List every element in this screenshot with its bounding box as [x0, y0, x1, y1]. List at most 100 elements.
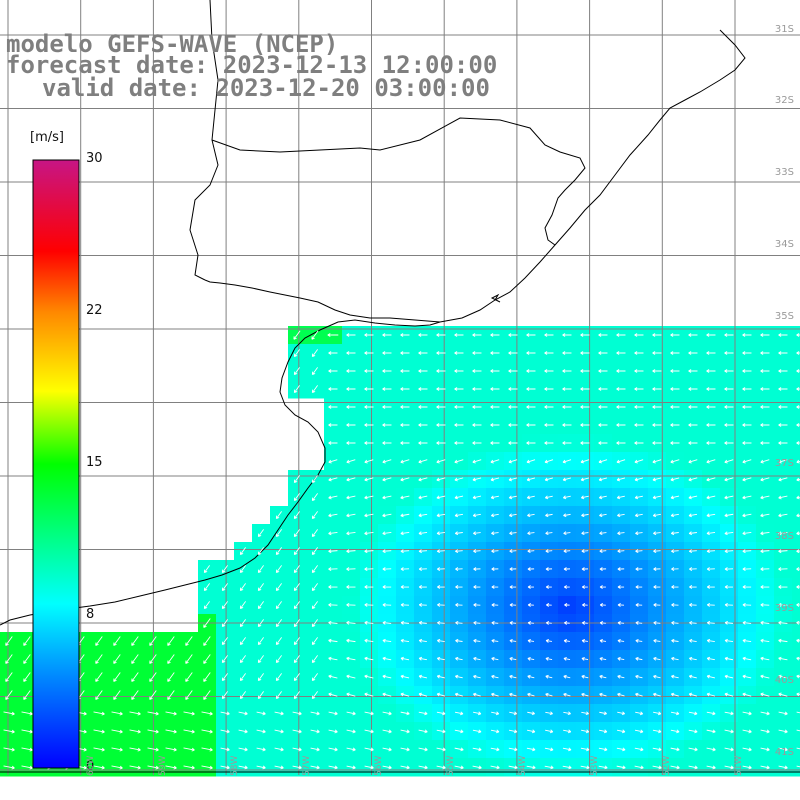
wind-vector-arrow	[652, 387, 662, 391]
wind-vector-arrow	[688, 674, 697, 679]
wind-vector-arrow	[580, 387, 590, 391]
wind-speed-cell	[792, 506, 800, 525]
coastline	[0, 0, 746, 626]
wind-vector-arrow	[418, 711, 428, 716]
wind-vector-arrow	[616, 369, 626, 373]
wind-vector-arrow	[491, 692, 499, 697]
wind-vector-arrow	[760, 638, 770, 643]
wind-vector-arrow	[113, 636, 121, 646]
wind-vector-arrow	[490, 351, 500, 355]
wind-vector-arrow	[652, 495, 662, 500]
wind-vector-arrow	[311, 655, 318, 664]
wind-vector-arrow	[256, 711, 266, 716]
wind-vector-arrow	[364, 692, 374, 697]
wind-vector-arrow	[220, 729, 230, 734]
wind-vector-arrow	[455, 620, 463, 625]
wind-vector-arrow	[526, 459, 536, 464]
wind-vector-arrow	[201, 765, 213, 770]
wind-vector-arrow	[509, 692, 517, 697]
wind-vector-arrow	[670, 531, 679, 536]
title-forecast-date: forecast date: 2023-12-13 12:00:00	[6, 51, 498, 79]
wind-vector-arrow	[274, 729, 284, 734]
wind-vector-arrow	[562, 387, 572, 391]
wind-vector-arrow	[526, 495, 535, 500]
wind-vector-arrow	[328, 423, 338, 427]
wind-vector-arrow	[581, 585, 588, 589]
wind-vector-arrow	[670, 729, 680, 734]
wind-vector-arrow	[653, 674, 661, 679]
wind-vector-arrow	[364, 549, 374, 554]
wind-vector-arrow	[436, 656, 445, 661]
colorbar-tick-label: 22	[86, 303, 103, 318]
wind-vector-arrow	[455, 638, 463, 643]
wind-vector-arrow	[328, 674, 338, 679]
wind-vector-arrow	[472, 477, 482, 482]
wind-vector-arrow	[599, 531, 607, 536]
wind-vector-arrow	[545, 692, 553, 697]
wind-vector-arrow	[652, 351, 662, 355]
wind-vector-arrow	[742, 602, 752, 607]
wind-vector-arrow	[220, 747, 230, 752]
wind-vector-arrow	[418, 692, 428, 697]
wind-vector-arrow	[635, 674, 643, 679]
title-valid-date: valid date: 2023-12-20 03:00:00	[42, 74, 490, 102]
wind-vector-arrow	[382, 549, 392, 554]
wind-vector-arrow	[454, 477, 464, 482]
wind-vector-arrow	[165, 711, 177, 716]
wind-vector-arrow	[670, 477, 680, 482]
wind-vector-arrow	[275, 637, 282, 646]
wind-vector-arrow	[418, 602, 427, 607]
wind-vector-arrow	[760, 620, 770, 625]
wind-vector-arrow	[131, 636, 139, 646]
wind-vector-arrow	[544, 765, 554, 770]
wind-vector-arrow	[23, 636, 31, 646]
wind-vector-arrow	[364, 567, 374, 572]
wind-vector-arrow	[598, 441, 608, 445]
wind-vector-arrow	[23, 690, 31, 700]
wind-vector-arrow	[239, 619, 246, 628]
wind-vector-arrow	[455, 674, 463, 679]
wind-vector-arrow	[490, 477, 500, 482]
wind-vector-arrow	[778, 351, 788, 355]
wind-vector-arrow	[546, 603, 552, 607]
wind-vector-arrow	[400, 602, 410, 607]
wind-vector-arrow	[454, 711, 464, 716]
wind-vector-arrow	[778, 765, 788, 770]
wind-vector-arrow	[418, 674, 428, 679]
wind-vector-arrow	[724, 405, 734, 409]
wind-vector-arrow	[436, 459, 446, 464]
wind-vector-arrow	[311, 529, 318, 538]
wind-vector-arrow	[508, 477, 518, 482]
title-model: modelo GEFS-WAVE (NCEP)	[6, 30, 339, 58]
wind-speed-cell	[792, 524, 800, 543]
wind-vector-arrow	[527, 549, 535, 554]
wind-speed-cell	[792, 488, 800, 507]
wind-vector-arrow	[167, 672, 175, 682]
wind-vector-arrow	[167, 690, 175, 700]
wind-vector-arrow	[95, 654, 103, 664]
wind-vector-arrow	[400, 674, 410, 679]
longitude-label: 59W	[158, 755, 168, 776]
wind-vector-arrow	[599, 549, 607, 554]
wind-vector-arrow	[778, 585, 788, 589]
wind-vector-arrow	[113, 672, 121, 682]
wind-vector-arrow	[21, 711, 33, 716]
wind-vector-arrow	[617, 621, 625, 625]
wind-speed-cell	[792, 344, 800, 363]
wind-vector-arrow	[724, 602, 733, 607]
latitude-label: 33S	[774, 167, 794, 178]
wind-speed-cell	[792, 326, 800, 345]
wind-vector-arrow	[382, 620, 392, 625]
wind-vector-arrow	[328, 495, 338, 500]
wind-vector-arrow	[796, 369, 800, 373]
wind-vector-arrow	[670, 495, 680, 500]
wind-vector-arrow	[598, 477, 608, 482]
wind-vector-arrow	[364, 513, 374, 518]
wind-vector-arrow	[346, 477, 356, 482]
wind-speed-cell	[792, 686, 800, 705]
wind-vector-arrow	[616, 387, 626, 391]
wind-vector-arrow	[616, 441, 626, 445]
wind-vector-arrow	[310, 729, 320, 734]
wind-vector-arrow	[599, 656, 607, 661]
wind-vector-arrow	[599, 585, 606, 589]
